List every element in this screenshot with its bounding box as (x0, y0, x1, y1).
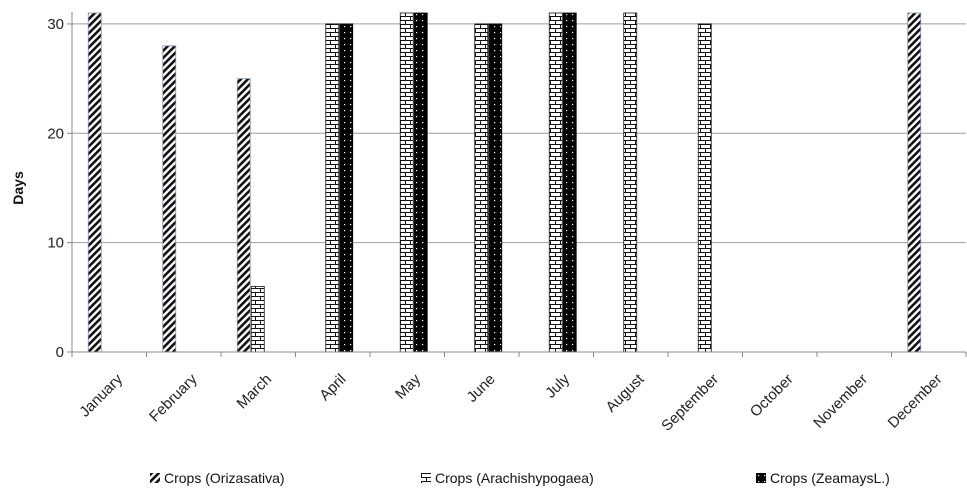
legend-item-zeamays: Crops (ZeamaysL.) (756, 470, 890, 486)
bar-arachishypogaea-may (399, 12, 414, 353)
x-tick-label: August (603, 370, 649, 416)
bar-zeamays-july (562, 12, 577, 353)
y-tick-label: 30 (47, 16, 64, 33)
bar-orizasativa-february (162, 45, 177, 353)
axes: 0 10 20 30 January February March April May June J… (47, 12, 967, 435)
x-tick-label: April (316, 371, 349, 404)
x-tick-label: November (810, 371, 871, 432)
legend-swatch-dark-icon (756, 473, 766, 483)
legend: Crops (Orizasativa) Crops (Arachishypoga… (0, 470, 967, 497)
x-tick-label: June (464, 371, 499, 406)
y-tick-label: 20 (47, 125, 64, 142)
y-tick-label: 0 (56, 344, 64, 361)
bars (87, 12, 922, 353)
x-tick-label: September (658, 371, 722, 435)
bar-arachishypogaea-april (325, 23, 340, 353)
gridlines (72, 23, 966, 244)
bar-zeamays-may (413, 12, 428, 353)
bar-arachishypogaea-july (548, 12, 563, 353)
legend-label: Crops (ZeamaysL.) (770, 470, 890, 486)
x-tick-label: July (542, 370, 573, 401)
x-tick-label: March (234, 371, 275, 412)
legend-swatch-brick-icon (421, 473, 431, 483)
x-tick-label: May (392, 370, 424, 402)
bar-arachishypogaea-june (474, 23, 489, 353)
bar-zeamays-june (488, 23, 503, 353)
legend-label: Crops (Arachishypogaea) (435, 470, 594, 486)
bar-orizasativa-january (87, 12, 102, 353)
y-tick-label: 10 (47, 235, 64, 252)
x-tick-label: February (146, 370, 201, 425)
bar-arachishypogaea-august (623, 12, 638, 353)
y-axis-title: Days (10, 171, 26, 205)
bar-arachishypogaea-march (250, 285, 265, 353)
x-tick-label: January (76, 370, 126, 420)
legend-label: Crops (Orizasativa) (164, 470, 285, 486)
x-tick-label: October (747, 371, 797, 421)
bar-zeamays-april (339, 23, 354, 353)
bar-orizasativa-march (236, 78, 251, 353)
bar-orizasativa-december (907, 12, 922, 353)
bar-arachishypogaea-september (697, 23, 712, 353)
legend-swatch-diagonal-icon (150, 473, 160, 483)
legend-item-arachishypogaea: Crops (Arachishypogaea) (421, 470, 594, 486)
legend-item-orizasativa: Crops (Orizasativa) (150, 470, 285, 486)
x-tick-label: December (885, 371, 946, 432)
